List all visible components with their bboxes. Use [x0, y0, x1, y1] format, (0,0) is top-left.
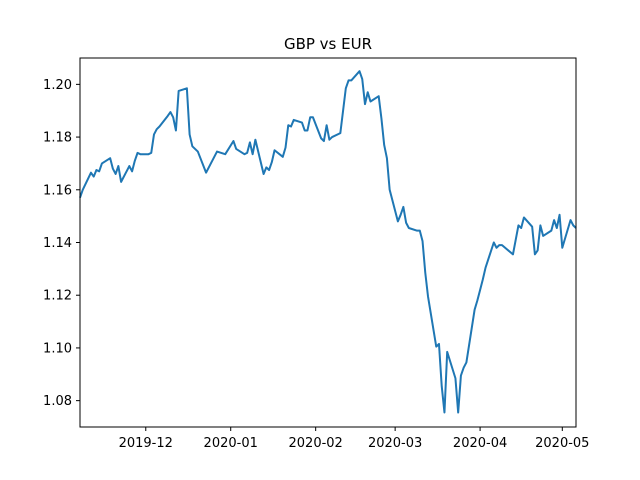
y-tick-label: 1.10: [43, 341, 72, 356]
y-tick-label: 1.18: [43, 131, 72, 146]
y-axis: 1.08 1.10 1.12 1.14 1.16 1.18 1.20: [43, 78, 80, 409]
x-axis: 2019-12 2020-01 2020-02 2020-03 2020-04 2020-…: [119, 427, 589, 451]
chart-title: GBP vs EUR: [284, 35, 372, 53]
y-tick-label: 1.12: [43, 289, 72, 304]
plot-area: [79, 70, 577, 414]
x-tick-label: 2020-03: [368, 436, 422, 451]
x-tick-label: 2020-04: [453, 436, 507, 451]
plot-frame: [79, 57, 577, 428]
x-tick-label: 2019-12: [119, 436, 173, 451]
y-tick-label: 1.14: [43, 236, 72, 251]
y-tick-label: 1.20: [43, 78, 72, 93]
x-tick-label: 2020-05: [535, 436, 589, 451]
x-tick-label: 2020-01: [204, 436, 258, 451]
series-line: [79, 70, 577, 414]
x-tick-label: 2020-02: [289, 436, 343, 451]
y-tick-label: 1.16: [43, 183, 72, 198]
y-tick-label: 1.08: [43, 394, 72, 409]
